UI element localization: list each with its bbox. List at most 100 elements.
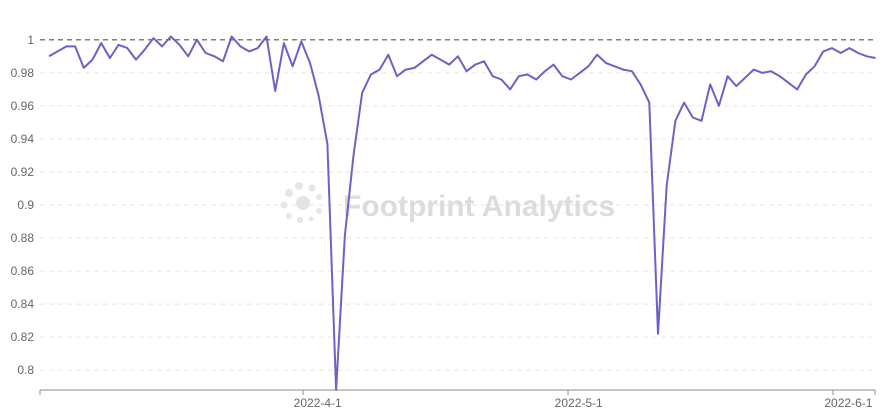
data-point[interactable] [777,73,783,79]
data-point[interactable] [690,115,696,121]
data-point[interactable] [620,67,626,73]
data-point[interactable] [55,48,61,54]
data-point[interactable] [838,50,844,56]
data-point[interactable] [498,77,504,83]
data-point[interactable] [185,53,191,59]
data-point[interactable] [194,37,200,43]
data-point[interactable] [438,57,444,63]
data-point[interactable] [264,34,270,40]
data-point[interactable] [368,72,374,78]
data-point[interactable] [672,118,678,124]
data-point[interactable] [768,68,774,74]
data-point[interactable] [316,93,322,99]
data-point[interactable] [551,62,557,68]
data-point[interactable] [812,63,818,69]
data-point[interactable] [664,182,670,188]
data-point[interactable] [333,387,339,393]
data-point[interactable] [516,73,522,79]
data-point[interactable] [351,152,357,158]
data-point[interactable] [429,52,435,58]
data-point[interactable] [559,73,565,79]
data-point[interactable] [533,77,539,83]
data-point[interactable] [568,77,574,83]
data-point[interactable] [446,62,452,68]
data-point[interactable] [481,58,487,64]
data-point[interactable] [281,40,287,46]
data-point[interactable] [759,70,765,76]
data-point[interactable] [681,100,687,106]
y-tick-label: 0.92 [11,165,35,179]
data-point[interactable] [420,58,426,64]
data-point[interactable] [124,45,130,51]
data-point[interactable] [63,43,69,49]
data-point[interactable] [829,45,835,51]
data-point[interactable] [577,70,583,76]
data-point[interactable] [385,52,391,58]
data-point[interactable] [159,43,165,49]
data-point[interactable] [394,73,400,79]
data-point[interactable] [220,58,226,64]
data-point[interactable] [585,63,591,69]
data-point[interactable] [542,68,548,74]
data-point[interactable] [525,72,531,78]
data-point[interactable] [255,45,261,51]
data-point[interactable] [846,45,852,51]
data-point[interactable] [150,35,156,41]
data-point[interactable] [742,75,748,81]
data-point[interactable] [72,43,78,49]
data-point[interactable] [490,73,496,79]
data-point[interactable] [307,60,313,66]
data-point[interactable] [177,42,183,48]
data-point[interactable] [638,81,644,87]
data-point[interactable] [629,68,635,74]
data-point[interactable] [864,53,870,59]
data-point[interactable] [211,53,217,59]
data-point[interactable] [246,48,252,54]
data-point[interactable] [403,67,409,73]
data-point[interactable] [298,39,304,45]
y-tick-label: 0.98 [11,66,35,80]
data-point[interactable] [290,63,296,69]
data-point[interactable] [142,47,148,53]
data-point[interactable] [733,83,739,89]
data-point[interactable] [237,43,243,49]
data-point[interactable] [411,65,417,71]
data-point[interactable] [133,57,139,63]
data-point[interactable] [455,53,461,59]
data-point[interactable] [786,80,792,86]
data-point[interactable] [803,72,809,78]
data-point[interactable] [794,86,800,92]
data-point[interactable] [324,141,330,147]
data-point[interactable] [46,53,52,59]
data-point[interactable] [342,233,348,239]
data-point[interactable] [464,68,470,74]
data-point[interactable] [229,34,235,40]
data-point[interactable] [98,40,104,46]
data-point[interactable] [820,48,826,54]
data-point[interactable] [612,63,618,69]
data-point[interactable] [272,88,278,94]
data-point[interactable] [646,100,652,106]
data-point[interactable] [725,73,731,79]
data-point[interactable] [699,118,705,124]
data-point[interactable] [359,90,365,96]
data-point[interactable] [603,60,609,66]
data-point[interactable] [107,55,113,61]
data-point[interactable] [81,65,87,71]
data-point[interactable] [594,52,600,58]
data-point[interactable] [655,331,661,337]
data-point[interactable] [507,86,513,92]
data-point[interactable] [855,50,861,56]
data-point[interactable] [377,67,383,73]
data-point[interactable] [716,103,722,109]
data-point[interactable] [472,62,478,68]
data-point[interactable] [168,34,174,40]
data-point[interactable] [116,42,122,48]
data-point[interactable] [203,50,209,56]
y-tick-label: 1 [27,33,34,47]
data-point[interactable] [751,67,757,73]
data-point[interactable] [707,81,713,87]
data-point[interactable] [873,55,879,61]
data-point[interactable] [90,57,96,63]
